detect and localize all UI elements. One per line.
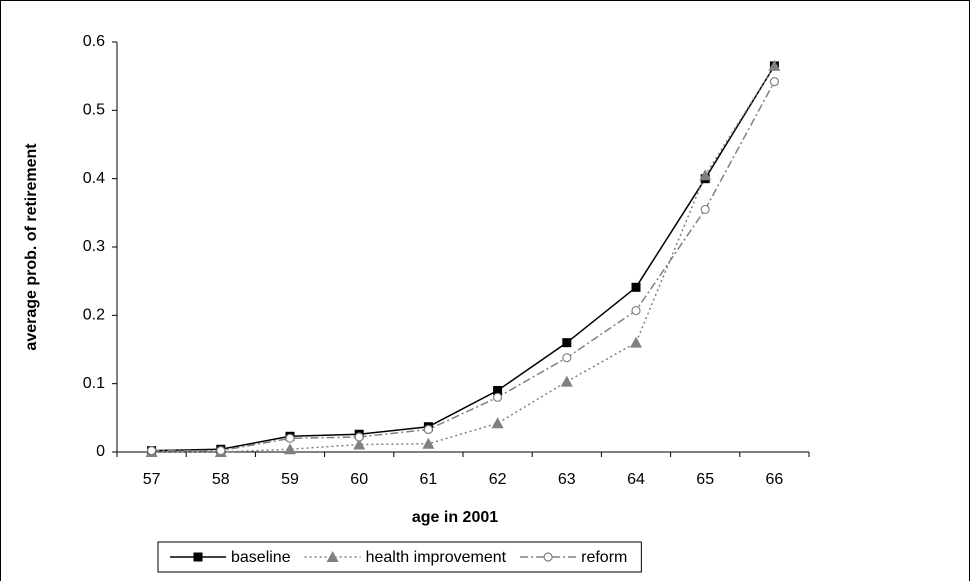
x-tick-label: 60	[350, 471, 368, 488]
x-tick-label: 59	[281, 471, 299, 488]
data-point	[562, 353, 572, 363]
y-tick-label: 0.6	[83, 33, 105, 50]
x-tick-label: 61	[420, 471, 438, 488]
data-point	[630, 336, 642, 348]
data-point	[631, 305, 641, 316]
data-point	[768, 59, 781, 71]
data-point	[562, 338, 572, 348]
y-tick-label: 0.4	[83, 170, 105, 187]
series-line	[151, 81, 776, 452]
legend-marker	[543, 552, 553, 562]
data-point	[353, 438, 366, 450]
data-point	[216, 446, 226, 456]
data-point	[354, 432, 364, 442]
x-axis-label: age in 2001	[412, 509, 498, 526]
legend-label: baseline	[231, 549, 291, 566]
x-tick-label: 65	[696, 471, 714, 488]
y-axis-label: average prob. of retirement	[23, 143, 40, 351]
data-point	[423, 424, 433, 435]
legend-marker	[193, 552, 203, 562]
y-tick-label: 0.1	[83, 375, 105, 392]
x-tick-label: 63	[558, 471, 576, 488]
legend-label: reform	[581, 549, 627, 566]
x-tick-label: 58	[212, 471, 230, 488]
data-point	[700, 204, 710, 215]
y-tick-label: 0.3	[83, 238, 105, 255]
legend-box	[157, 541, 642, 573]
legend-label: health improvement	[366, 549, 507, 566]
data-point	[491, 417, 504, 429]
x-tick-label: 57	[143, 471, 161, 488]
data-point	[493, 392, 503, 402]
data-point	[560, 375, 573, 387]
data-point	[699, 169, 712, 181]
x-tick-label: 64	[627, 471, 645, 488]
x-tick-label: 66	[766, 471, 784, 488]
y-tick-label: 0	[96, 443, 105, 460]
x-tick-label: 62	[489, 471, 507, 488]
data-point	[769, 77, 780, 87]
data-point	[631, 282, 641, 292]
legend-marker	[326, 551, 339, 562]
y-tick-label: 0.2	[83, 307, 105, 324]
data-point	[422, 437, 435, 449]
data-point	[284, 443, 296, 455]
data-point	[285, 433, 295, 443]
series-line	[151, 65, 776, 452]
data-point	[147, 446, 157, 456]
data-point	[493, 386, 503, 395]
y-tick-label: 0.5	[83, 102, 105, 119]
series-line	[151, 65, 776, 453]
